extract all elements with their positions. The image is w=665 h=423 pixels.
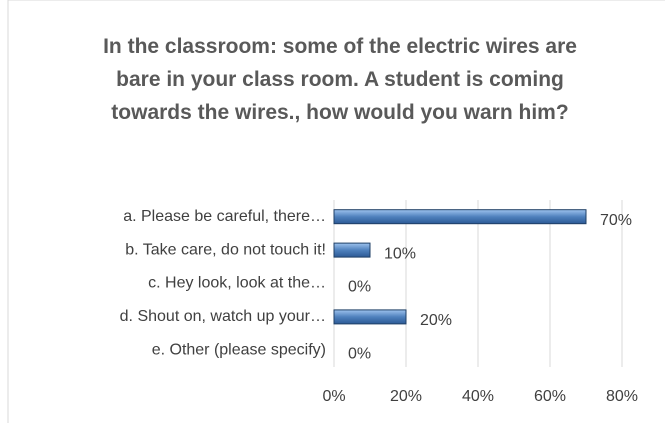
y-tick-label: d. Shout on, watch up your… bbox=[120, 308, 326, 325]
x-tick-label: 0% bbox=[322, 388, 345, 405]
bar bbox=[333, 242, 371, 258]
x-tick-label: 60% bbox=[534, 388, 566, 405]
y-tick-label: b. Take care, do not touch it! bbox=[125, 241, 326, 258]
bar bbox=[333, 309, 407, 325]
bar bbox=[333, 209, 587, 225]
y-tick-label: a. Please be careful, there… bbox=[123, 208, 326, 225]
x-tick-label: 80% bbox=[606, 388, 638, 405]
data-label: 20% bbox=[420, 312, 452, 329]
y-tick-label: c. Hey look, look at the… bbox=[148, 275, 326, 292]
x-tick-label: 20% bbox=[390, 388, 422, 405]
data-label: 70% bbox=[600, 212, 632, 229]
data-label: 0% bbox=[348, 346, 371, 363]
x-tick-label: 40% bbox=[462, 388, 494, 405]
chart-border bbox=[7, 0, 665, 423]
y-tick-label: e. Other (please specify) bbox=[152, 342, 326, 359]
data-label: 0% bbox=[348, 279, 371, 296]
data-label: 10% bbox=[384, 245, 416, 262]
chart-title: In the classroom: some of the electric w… bbox=[103, 35, 577, 124]
